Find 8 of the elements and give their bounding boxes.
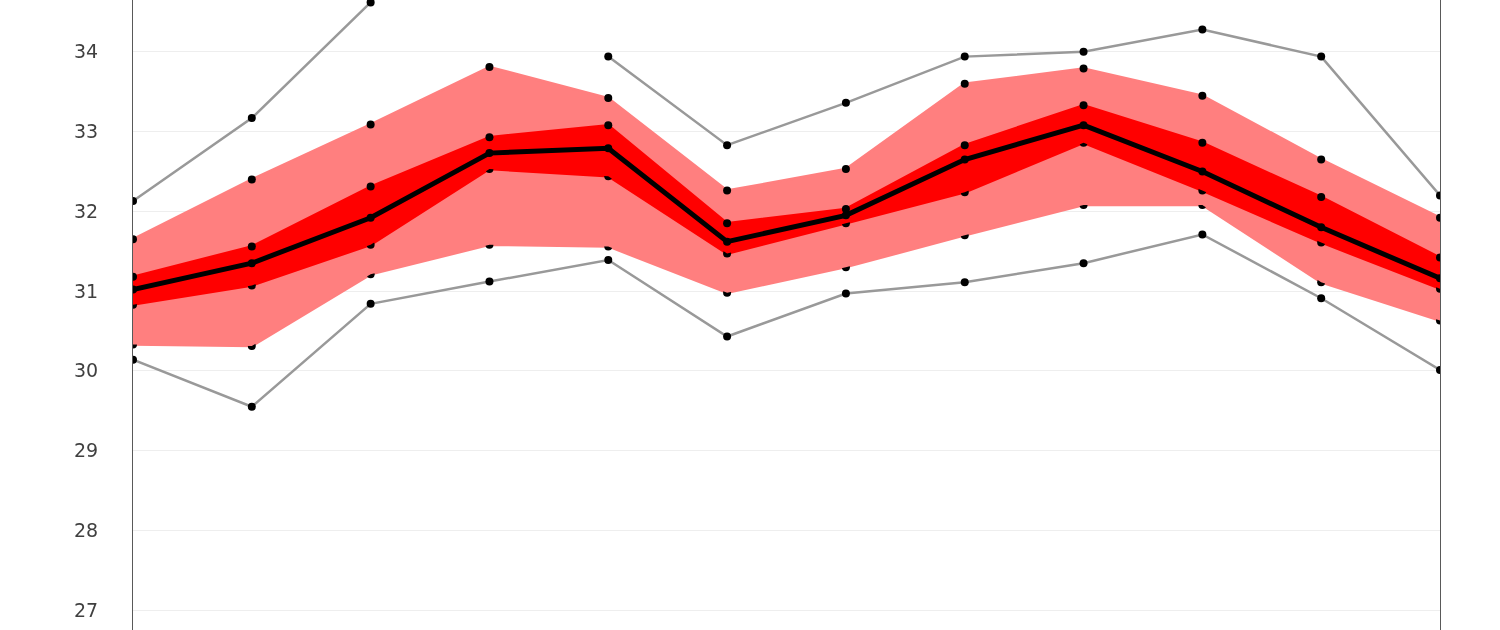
y-tick-label: 30 <box>74 359 99 382</box>
y-tick-label: 27 <box>74 598 99 621</box>
y-tick-label: 32 <box>74 199 99 222</box>
y-tick-label: 31 <box>74 279 99 302</box>
y-tick-label: 29 <box>74 439 99 462</box>
y-tick-label: 33 <box>74 120 99 143</box>
y-tick-label: 34 <box>74 40 99 63</box>
y-tick-label: 28 <box>74 518 99 541</box>
